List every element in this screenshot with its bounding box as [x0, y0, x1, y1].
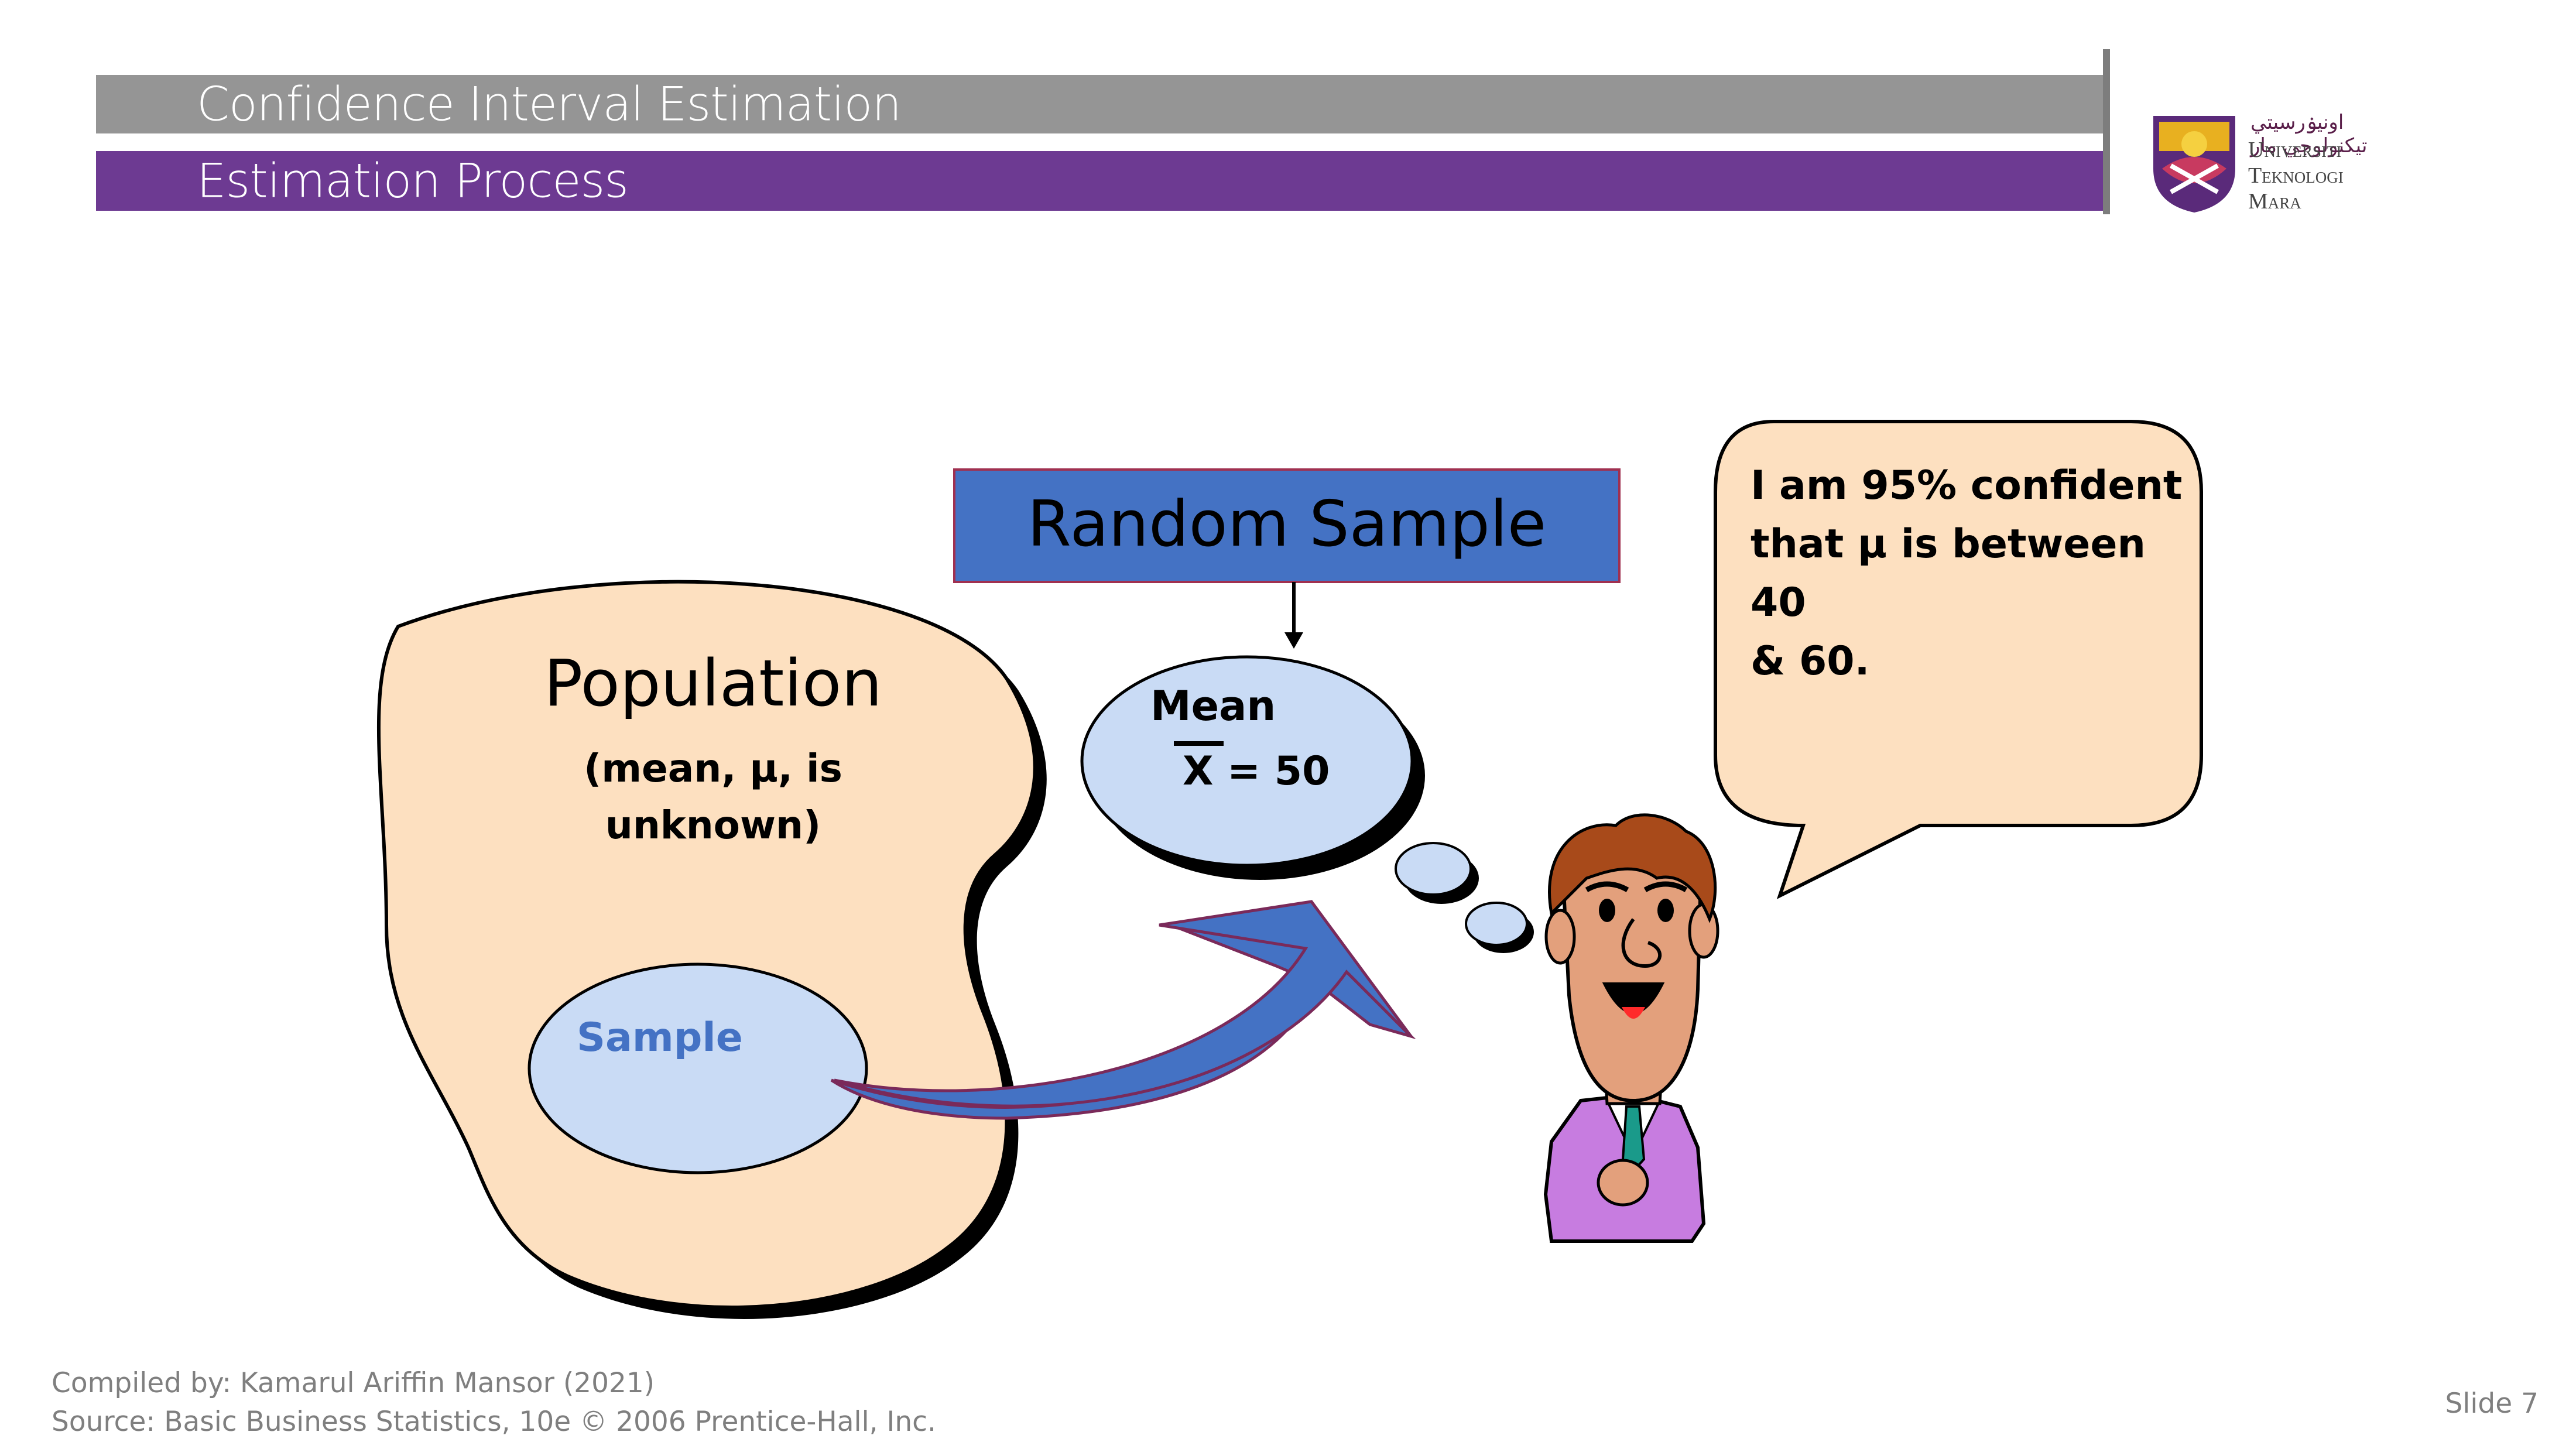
mean-bubble	[1080, 655, 1414, 867]
speech-line-3: & 60.	[1751, 638, 1870, 684]
random-sample-box	[953, 468, 1621, 583]
population-note-line-2: unknown)	[605, 803, 821, 848]
header-divider	[2103, 49, 2110, 214]
population-blob	[376, 580, 1037, 1309]
speech-text: I am 95% confident that μ is between 40 …	[1751, 457, 2195, 691]
source-citation: Source: Basic Business Statistics, 10e ©…	[52, 1406, 936, 1438]
slide-number: Slide 7	[2445, 1388, 2539, 1420]
sample-ellipse	[527, 962, 868, 1174]
logo-line-3: Mara	[2248, 189, 2301, 214]
uitm-crest-icon	[2153, 116, 2235, 213]
slide-subtitle: Estimation Process	[197, 153, 629, 208]
sample-to-mean-arrow-body	[834, 900, 1413, 1108]
man-hair	[1548, 813, 1717, 923]
thought-circle-2	[1465, 902, 1528, 946]
speech-line-1: I am 95% confident	[1751, 463, 2183, 509]
logo-line-1: Universiti	[2248, 138, 2342, 162]
logo-wordmark: Universiti Teknologi Mara	[2248, 137, 2344, 214]
population-title: Population	[544, 646, 882, 721]
down-arrowhead	[1284, 632, 1303, 649]
speech-line-2: that μ is between 40	[1751, 521, 2146, 626]
footer-credits: Compiled by: Kamarul Ariffin Mansor (202…	[52, 1364, 936, 1441]
man-figure	[1543, 813, 1719, 1243]
thought-circle-1	[1395, 842, 1472, 896]
logo-arabic-text: اونيۏرسيتي تيكنولوجي مار	[2250, 111, 2368, 157]
sample-label: Sample	[577, 1015, 743, 1061]
slide-title: Confidence Interval Estimation	[197, 77, 902, 132]
uitm-logo: اونيۏرسيتي تيكنولوجي مار Universiti Tekn…	[2147, 110, 2405, 215]
speech-bubble	[1714, 420, 2203, 899]
mean-label: Mean	[1150, 682, 1276, 730]
header-subtitle-band: Estimation Process	[96, 151, 2110, 211]
compiled-by: Compiled by: Kamarul Ariffin Mansor (202…	[52, 1367, 655, 1399]
population-note-line-1: (mean, μ, is	[584, 746, 842, 791]
header-title-band: Confidence Interval Estimation	[96, 75, 2110, 133]
logo-line-2: Teknologi	[2248, 163, 2344, 188]
random-sample-label: Random Sample	[1027, 488, 1546, 561]
mean-value: X = 50	[1183, 748, 1330, 794]
